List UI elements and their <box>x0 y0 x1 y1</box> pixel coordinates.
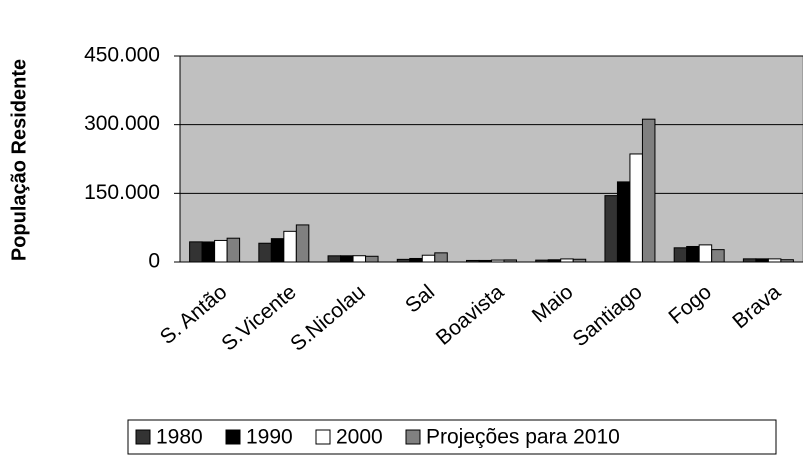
bar <box>698 244 713 263</box>
bar <box>604 195 618 263</box>
x-tick-label: Fogo <box>664 280 715 328</box>
y-tick-label: 0 <box>148 250 160 273</box>
bar <box>629 153 643 263</box>
bar <box>295 224 310 263</box>
y-tick-label: 300.000 <box>84 112 160 135</box>
bar <box>189 241 203 263</box>
bar <box>226 237 241 263</box>
y-tick-label: 450.000 <box>84 44 160 67</box>
bar <box>258 242 272 263</box>
bar <box>201 241 216 263</box>
bar <box>409 257 423 263</box>
legend-swatch <box>315 429 331 445</box>
bar <box>641 118 656 263</box>
bar <box>421 254 436 263</box>
legend-swatch <box>225 429 241 445</box>
bar <box>365 255 379 263</box>
x-tick-label: S.Nicolau <box>286 280 370 355</box>
legend-label: 1990 <box>246 426 293 449</box>
bar <box>434 252 448 263</box>
bar <box>214 239 228 263</box>
bar <box>673 247 688 263</box>
legend-label: 2000 <box>336 426 383 449</box>
x-tick-label: Maio <box>528 280 578 327</box>
legend-swatch <box>405 429 421 445</box>
plot-area <box>179 55 803 263</box>
y-tick-label: 150.000 <box>84 181 160 204</box>
legend-label: 1980 <box>156 426 203 449</box>
x-tick-label: Boavista <box>432 280 509 350</box>
x-tick-label: Sal <box>401 280 439 317</box>
bar <box>352 255 367 263</box>
bar <box>327 255 342 263</box>
bar <box>711 249 725 263</box>
x-tick-label: Brava <box>728 280 785 333</box>
bar <box>686 245 700 263</box>
bar <box>616 181 631 263</box>
bar <box>270 238 285 263</box>
y-axis-title: População Residente <box>8 59 30 261</box>
legend-label: Projeções para 2010 <box>426 426 620 449</box>
x-tick-label: Santiago <box>568 280 646 351</box>
x-tick-label: S.Vicente <box>217 280 300 355</box>
bar <box>340 255 354 263</box>
bar <box>283 230 297 263</box>
legend-swatch <box>135 429 151 445</box>
legend-box <box>127 419 777 455</box>
